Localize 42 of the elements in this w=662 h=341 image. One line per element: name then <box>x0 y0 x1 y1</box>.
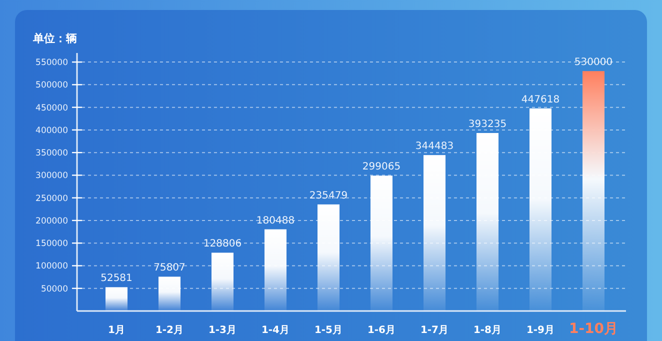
bar <box>264 229 286 311</box>
x-tick-label: 1-8月 <box>473 325 502 336</box>
data-label: 235479 <box>309 190 348 202</box>
y-tick-label: 350000 <box>36 148 68 159</box>
bar <box>106 287 128 311</box>
x-tick-label: 1-9月 <box>526 325 555 336</box>
y-tick-label: 100000 <box>36 262 68 272</box>
data-label: 180488 <box>256 215 295 226</box>
bar <box>530 108 552 311</box>
y-tick-label: 500000 <box>36 80 68 91</box>
y-axis-title: 单位：辆 <box>32 32 77 45</box>
y-tick-label: 250000 <box>36 194 68 204</box>
data-label: 447618 <box>521 94 560 106</box>
data-label: 344483 <box>415 141 454 152</box>
data-label: 52581 <box>100 273 132 284</box>
y-tick-label: 300000 <box>36 171 68 182</box>
x-tick-label: 1-4月 <box>261 325 290 336</box>
x-tick-label: 1-10月 <box>568 321 618 337</box>
y-tick-label: 50000 <box>40 284 68 294</box>
y-tick-label: 450000 <box>36 103 68 114</box>
bar <box>370 176 392 311</box>
data-label: 299065 <box>362 162 401 173</box>
x-tick-label: 1-7月 <box>420 325 449 336</box>
x-tick-label: 1-6月 <box>367 325 396 336</box>
y-tick-label: 400000 <box>36 126 68 136</box>
data-label: 75807 <box>154 262 186 274</box>
bar <box>424 155 446 311</box>
bar <box>582 71 604 311</box>
bar <box>476 133 498 311</box>
y-tick-label: 200000 <box>36 216 68 226</box>
bar <box>212 252 234 311</box>
x-tick-label: 1-2月 <box>155 325 184 336</box>
y-tick-label: 550000 <box>36 58 68 68</box>
data-label: 393235 <box>468 119 507 130</box>
data-label: 128806 <box>203 238 242 250</box>
x-tick-label: 1-3月 <box>208 325 237 336</box>
bar <box>158 276 180 311</box>
y-tick-label: 150000 <box>36 239 68 250</box>
data-label: 530000 <box>574 57 613 68</box>
x-tick-label: 1-5月 <box>314 325 343 336</box>
x-tick-label: 1月 <box>108 325 125 336</box>
bar <box>318 204 340 311</box>
